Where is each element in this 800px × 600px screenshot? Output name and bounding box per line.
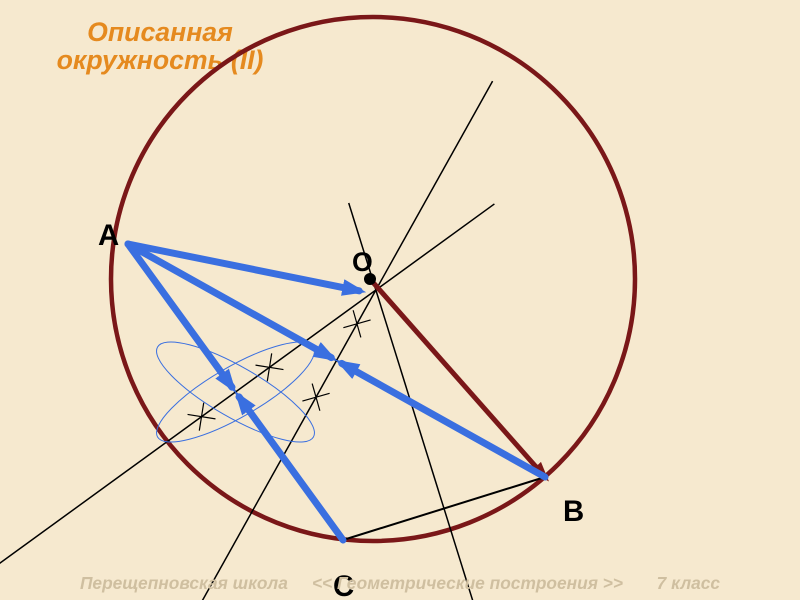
center-label-o: O bbox=[352, 247, 373, 278]
diagram-stage: Описанная окружность (II) A B C O Переще… bbox=[0, 0, 800, 600]
vertex-label-a: A bbox=[98, 219, 119, 253]
footer-left: Перещепновская школа bbox=[80, 573, 288, 593]
footer-right: 7 класс bbox=[657, 573, 720, 593]
vertex-label-b: B bbox=[563, 495, 584, 529]
footer-mid: << Геометрические построения >> bbox=[312, 573, 623, 593]
geometry-svg bbox=[0, 0, 800, 600]
slide-footer: Перещепновская школа << Геометрические п… bbox=[0, 573, 800, 594]
